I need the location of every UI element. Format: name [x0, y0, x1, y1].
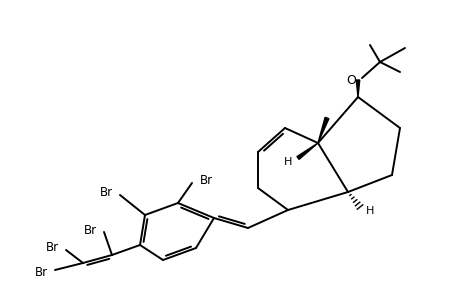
Text: H: H	[365, 206, 373, 216]
Polygon shape	[297, 143, 317, 159]
Text: Br: Br	[99, 187, 112, 200]
Polygon shape	[317, 117, 328, 143]
Polygon shape	[355, 80, 359, 97]
Text: H: H	[283, 157, 291, 167]
Text: Br: Br	[34, 266, 47, 278]
Text: Br: Br	[45, 242, 58, 254]
Text: Br: Br	[83, 224, 96, 236]
Text: O: O	[345, 74, 355, 86]
Text: Br: Br	[199, 175, 212, 188]
